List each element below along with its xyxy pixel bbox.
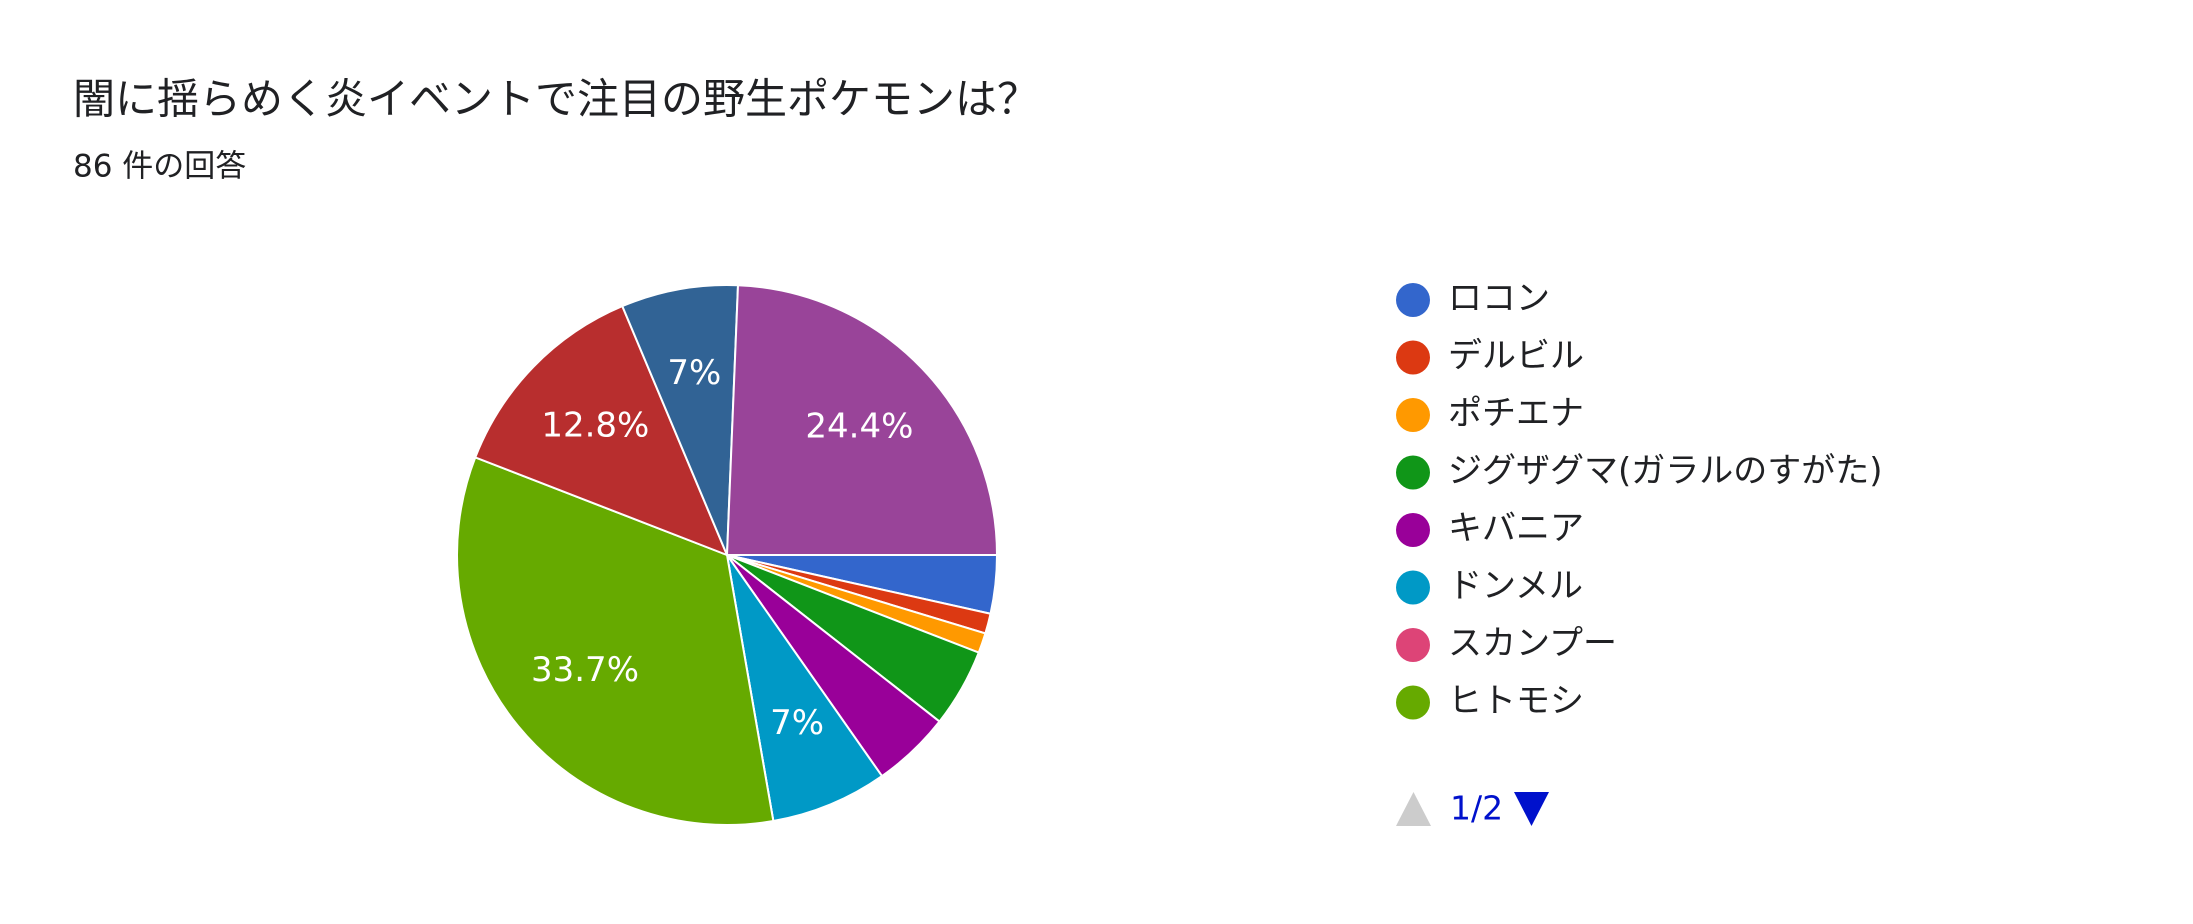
legend-label: キバニア bbox=[1448, 509, 1584, 549]
pie-slice bbox=[725, 284, 999, 556]
legend-swatch bbox=[1396, 570, 1430, 605]
data-label: 33.7% bbox=[531, 650, 639, 690]
legend-label: デルビル bbox=[1448, 336, 1584, 376]
chart-subtitle: 86 件の回答 bbox=[73, 149, 246, 185]
legend-swatch bbox=[1396, 455, 1430, 490]
pager-label: 1/2 bbox=[1450, 789, 1503, 828]
data-label: 24.4% bbox=[805, 406, 913, 446]
pie-slice bbox=[726, 554, 884, 823]
data-label: 12.8% bbox=[541, 406, 649, 446]
legend-label: スカンプー bbox=[1448, 624, 1617, 664]
legend-label: ジグザグマ(ガラルのすがた) bbox=[1448, 451, 1883, 491]
legend-swatch bbox=[1396, 283, 1430, 317]
pie-slice bbox=[456, 456, 775, 826]
legend-label: ポチエナ bbox=[1448, 394, 1584, 434]
legend-swatch bbox=[1396, 685, 1430, 720]
chart-title: 闇に揺らめく炎イベントで注目の野生ポケモンは？ bbox=[73, 75, 1039, 124]
legend-label: ドンメル bbox=[1448, 566, 1583, 606]
data-label: 7% bbox=[770, 703, 824, 743]
pie-slice bbox=[620, 284, 740, 556]
legend-swatch bbox=[1396, 628, 1430, 662]
pie-slice bbox=[473, 304, 729, 557]
legend-swatch bbox=[1396, 398, 1430, 432]
legend-label: ロコン bbox=[1448, 279, 1550, 319]
legend-swatch bbox=[1396, 340, 1430, 375]
pager-next[interactable] bbox=[1514, 792, 1549, 826]
legend-swatch bbox=[1396, 513, 1430, 547]
legend-label: ヒトモシ bbox=[1448, 681, 1584, 721]
data-label: 7% bbox=[667, 353, 721, 393]
pager-prev[interactable] bbox=[1396, 792, 1431, 826]
